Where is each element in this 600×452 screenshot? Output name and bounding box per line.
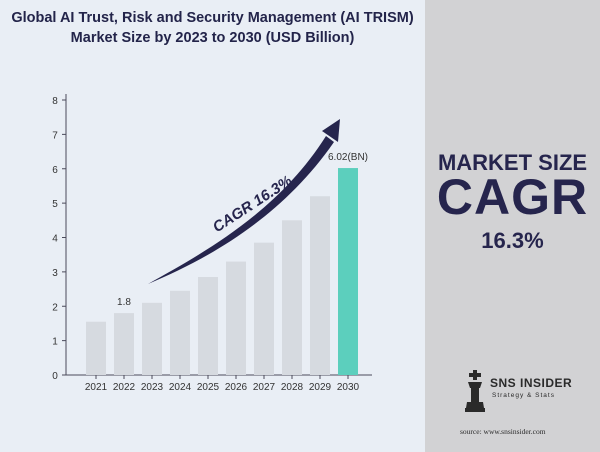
bar-chart: 0 1 2 3 4 5 6 7 8 2021 2022 2023 2024 2025 2026 2027 202… (52, 94, 372, 393)
chart-title-line-1: Global AI Trust, Risk and Security Manag… (11, 10, 414, 26)
x-tick-label: 2021 (85, 382, 108, 393)
y-tick-label: 0 (52, 371, 58, 382)
x-tick-label: 2023 (141, 382, 164, 393)
y-tick-label: 8 (52, 96, 58, 107)
cagr-value: 16.3% (481, 228, 544, 253)
y-tick-label: 4 (52, 234, 58, 245)
x-tick-label: 2029 (309, 382, 332, 393)
market-size-label: MARKET SIZE (437, 150, 588, 175)
logo-tagline: Strategy & Stats (492, 392, 555, 399)
x-tick-label: 2025 (197, 382, 220, 393)
y-tick-label: 1 (52, 337, 58, 348)
y-tick-label: 7 (52, 130, 58, 141)
bar-2027 (254, 242, 274, 375)
bar-2028 (282, 220, 302, 375)
chart-title: Global AI Trust, Risk and Security Manag… (0, 8, 425, 48)
bar-2023 (142, 302, 162, 375)
x-tick-label: 2026 (225, 382, 248, 393)
data-label-2022: 1.8 (117, 297, 131, 308)
logo-name: SNS INSIDER (490, 376, 573, 390)
y-tick-label: 3 (52, 268, 58, 279)
bar-2022 (114, 313, 134, 375)
bar-2025 (198, 277, 218, 375)
bar-2021 (86, 321, 106, 375)
x-tick-label: 2028 (281, 382, 304, 393)
y-tick-label: 6 (52, 165, 58, 176)
chess-king-icon (465, 370, 485, 412)
sns-insider-logo: SNS INSIDER Strategy & Stats (462, 368, 582, 414)
y-tick-label: 2 (52, 302, 58, 313)
x-tick-label: 2030 (337, 382, 360, 393)
data-label-2030: 6.02(BN) (328, 152, 368, 163)
bar-2029 (310, 196, 330, 375)
chart-title-line-2: Market Size by 2023 to 2030 (USD Billion… (70, 30, 355, 46)
cagr-heading: CAGR (436, 169, 589, 225)
x-tick-label: 2024 (169, 382, 192, 393)
y-tick-label: 5 (52, 199, 58, 210)
bar-2026 (226, 261, 246, 375)
x-tick-label: 2022 (113, 382, 136, 393)
source-note: source: www.snsinsider.com (460, 427, 546, 436)
summary-panel (425, 0, 600, 452)
bar-2024 (170, 290, 190, 375)
cagr-arrow-head (322, 119, 340, 142)
bar-2030 (338, 168, 358, 375)
x-tick-label: 2027 (253, 382, 276, 393)
